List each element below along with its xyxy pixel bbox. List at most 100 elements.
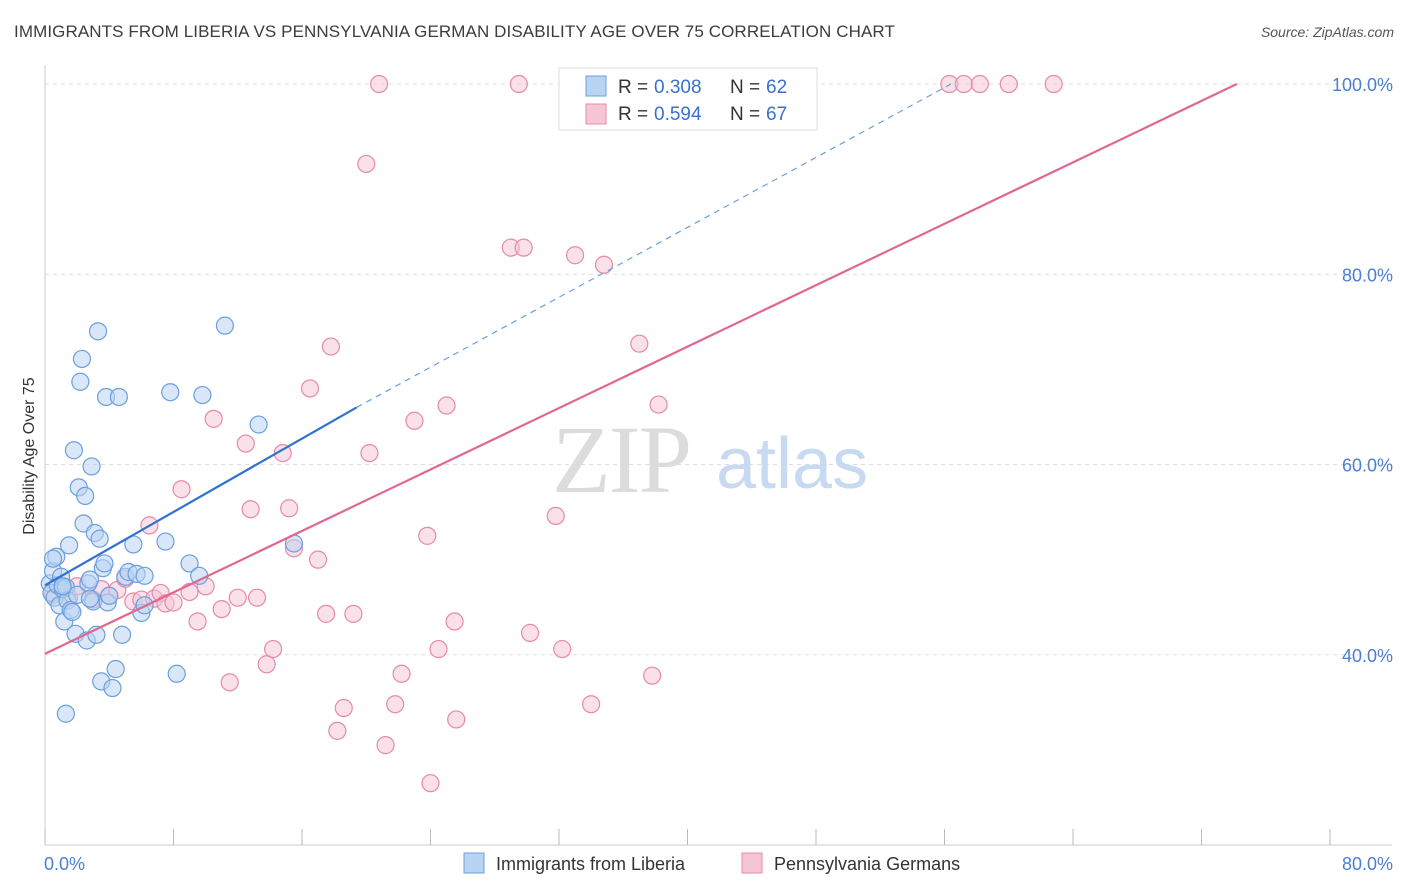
- liberia-point-38: [103, 678, 122, 698]
- x-tick-label-min: 0.0%: [44, 854, 85, 874]
- penn-german-point-59: [594, 255, 614, 274]
- series-legend-label-liberia: Immigrants from Liberia: [496, 854, 686, 874]
- penn-german-point-32: [308, 550, 328, 569]
- penn-german-point-29: [280, 499, 299, 518]
- y-tick-label-80: 80.0%: [1342, 265, 1393, 285]
- series-legend-swatch-liberia: [463, 852, 485, 874]
- penn-german-point-57: [565, 246, 585, 265]
- liberia-point-53: [180, 554, 199, 573]
- liberia-point-22: [76, 486, 95, 506]
- legend-n-label-1: N =: [730, 77, 760, 98]
- penn-german-point-39: [360, 443, 379, 463]
- penn-german-point-45: [418, 526, 437, 545]
- series-legend: Immigrants from Liberia Pennsylvania Ger…: [463, 852, 960, 874]
- liberia-trend-extension: [356, 83, 952, 408]
- penn-german-point-44: [405, 411, 424, 430]
- y-tick-labels: 40.0% 60.0% 80.0% 100.0%: [1332, 75, 1393, 666]
- liberia-point-57: [249, 415, 268, 434]
- penn-german-point-33: [316, 604, 336, 623]
- y-tick-label-100: 100.0%: [1332, 75, 1393, 95]
- penn-german-point-21: [220, 673, 239, 692]
- penn-german-point-60: [630, 334, 649, 353]
- penn-german-point-66: [999, 74, 1018, 94]
- penn-german-point-26: [257, 655, 276, 674]
- penn-german-point-14: [164, 593, 183, 612]
- penn-german-point-34: [321, 337, 341, 356]
- liberia-point-20: [72, 349, 92, 369]
- penn-german-point-19: [204, 409, 223, 428]
- stats-legend: R = 0.308 N = 62 R = 0.594 N = 67: [558, 67, 818, 131]
- penn-german-point-41: [376, 736, 395, 755]
- liberia-point-52: [167, 664, 186, 683]
- legend-r-label-2: R =: [618, 104, 648, 125]
- series-pennsylvania-germans: [43, 74, 1063, 793]
- liberia-point-30: [88, 322, 108, 341]
- liberia-point-14: [63, 602, 82, 622]
- liberia-point-59: [43, 549, 63, 568]
- penn-german-point-42: [386, 695, 405, 714]
- penn-german-point-27: [263, 639, 283, 659]
- series-legend-swatch-penn-german: [741, 852, 763, 874]
- y-axis-title: Disability Age Over 75: [21, 377, 38, 535]
- axes: [44, 65, 1392, 846]
- series-legend-label-penn-german: Pennsylvania Germans: [774, 854, 960, 874]
- liberia-point-34: [95, 554, 114, 573]
- penn-german-point-15: [172, 480, 191, 499]
- liberia-point-39: [106, 659, 125, 679]
- liberia-point-49: [135, 566, 154, 585]
- penn-german-point-20: [212, 599, 231, 619]
- penn-german-point-35: [328, 721, 347, 740]
- penn-german-point-28: [273, 443, 292, 463]
- penn-german-trend-line: [44, 83, 1238, 655]
- penn-german-point-47: [429, 639, 448, 659]
- penn-german-point-49: [445, 612, 464, 631]
- penn-german-point-58: [582, 695, 601, 714]
- legend-n-label-2: N =: [730, 104, 760, 125]
- liberia-point-40: [109, 387, 128, 407]
- liberia-point-15: [64, 441, 84, 460]
- penn-german-point-46: [421, 774, 440, 793]
- legend-swatch-penn-german: [585, 103, 607, 125]
- penn-german-point-56: [553, 639, 572, 659]
- liberia-point-41: [112, 625, 132, 644]
- penn-german-point-36: [334, 698, 353, 718]
- liberia-point-31: [90, 529, 109, 548]
- liberia-point-37: [100, 586, 119, 605]
- penn-german-point-52: [509, 74, 528, 94]
- penn-german-point-43: [392, 664, 411, 683]
- penn-german-point-50: [447, 710, 466, 729]
- chart-title: IMMIGRANTS FROM LIBERIA VS PENNSYLVANIA …: [14, 22, 895, 41]
- penn-german-point-24: [241, 500, 260, 519]
- penn-german-point-37: [344, 604, 363, 623]
- grid-lines: [45, 83, 1392, 656]
- liberia-point-56: [215, 316, 234, 335]
- legend-n-value-1: 62: [766, 77, 787, 98]
- penn-german-point-65: [970, 74, 989, 94]
- penn-german-point-17: [188, 612, 207, 631]
- penn-german-point-16: [180, 582, 199, 602]
- x-tick-label-max: 80.0%: [1342, 854, 1393, 874]
- penn-german-point-25: [247, 588, 267, 607]
- legend-swatch-liberia: [585, 75, 607, 97]
- penn-german-point-31: [300, 379, 320, 398]
- liberia-point-51: [161, 383, 180, 402]
- liberia-point-19: [71, 372, 90, 391]
- watermark: ZIP atlas: [552, 406, 868, 513]
- liberia-point-55: [193, 385, 212, 405]
- trend-lines: [44, 83, 1238, 655]
- penn-german-point-22: [228, 588, 247, 607]
- penn-german-point-61: [643, 666, 662, 685]
- watermark-atlas: atlas: [716, 424, 868, 504]
- legend-n-value-2: 67: [766, 104, 787, 125]
- y-tick-label-40: 40.0%: [1342, 646, 1393, 666]
- penn-german-point-54: [520, 623, 540, 642]
- penn-german-point-48: [437, 396, 456, 415]
- liberia-point-25: [80, 570, 100, 589]
- legend-r-value-2: 0.594: [654, 104, 702, 125]
- penn-german-point-23: [236, 434, 255, 453]
- penn-german-point-40: [370, 74, 389, 94]
- x-tick-labels: 0.0% 80.0%: [44, 854, 1393, 874]
- liberia-trend-line: [44, 406, 358, 587]
- penn-german-point-53: [514, 238, 533, 257]
